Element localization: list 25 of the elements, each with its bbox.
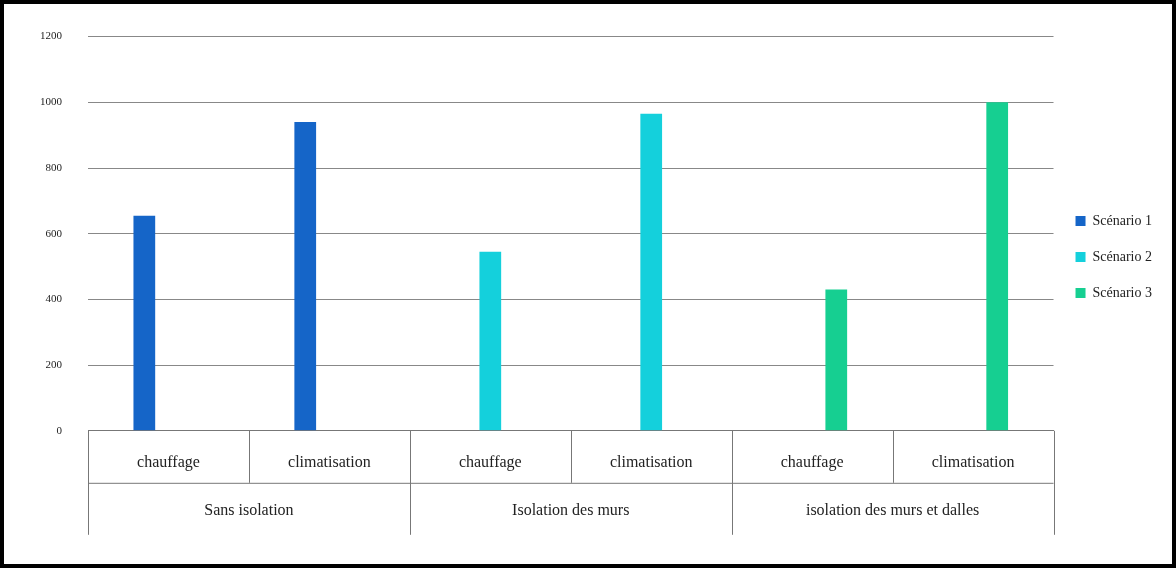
- bar: [986, 102, 1009, 431]
- text: Sans isolation: [204, 501, 294, 518]
- y-tick-label: 200: [45, 357, 63, 370]
- x-tick-label: climatisation: [609, 452, 693, 470]
- bar: [294, 122, 317, 431]
- y-tick-label: 800: [45, 160, 63, 173]
- x-tick-label: climatisation: [288, 452, 371, 470]
- bar: [479, 251, 502, 431]
- bar: [825, 289, 848, 431]
- y-tick-label: 0: [56, 423, 63, 436]
- x-tick-label: chauffage: [137, 452, 200, 471]
- legend-label: Scénario 1: [1092, 212, 1152, 228]
- bar: [133, 215, 156, 431]
- text: isolation des murs et dalles: [805, 501, 980, 518]
- y-tick-label: 1200: [40, 29, 63, 42]
- x-tick-label: chauffage: [780, 452, 844, 471]
- x-tick-label: chauffage: [458, 452, 522, 471]
- legend-label: Scénario 2: [1092, 248, 1152, 264]
- legend-label: Scénario 3: [1092, 284, 1152, 300]
- y-tick-label: 600: [45, 226, 63, 239]
- y-tick-label: 1000: [40, 95, 63, 108]
- bar: [640, 113, 663, 431]
- y-tick-label: 400: [45, 292, 63, 305]
- text: Isolation des murs: [512, 501, 630, 518]
- x-tick-label: climatisation: [931, 452, 1015, 470]
